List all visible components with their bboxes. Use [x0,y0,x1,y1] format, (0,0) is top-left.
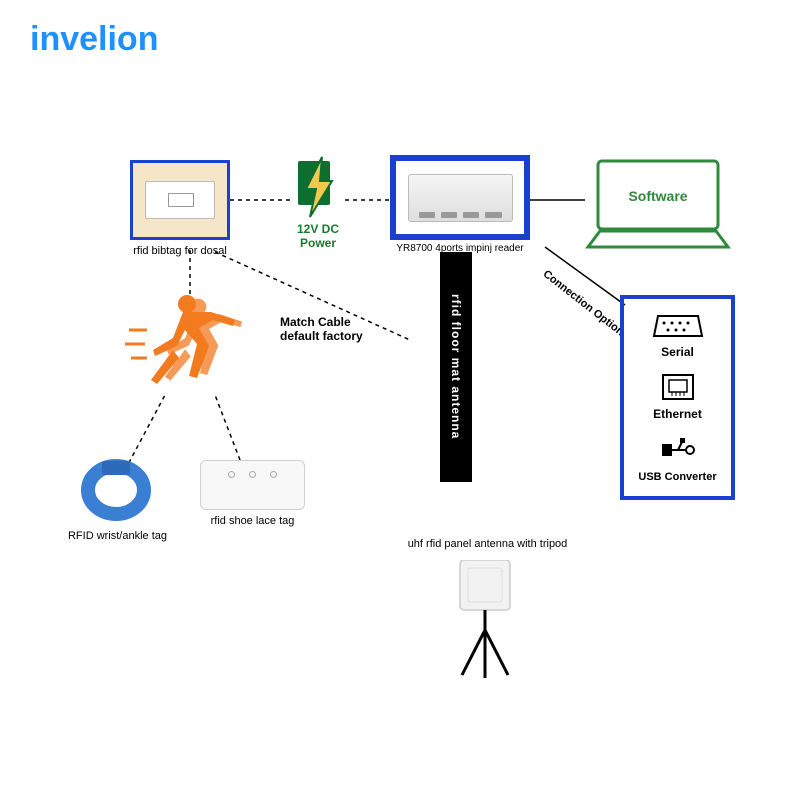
shoe-tag [200,460,305,510]
software-text: Software [628,188,687,204]
wrist-label: RFID wrist/ankle tag [60,530,175,542]
ethernet-icon [660,372,696,402]
floor-mat-antenna: rfid floor mat antenna [440,252,472,482]
match-cable-label: Match Cable default factory [280,315,390,343]
connection-option-label: Connection Option [541,268,626,338]
serial-icon [652,312,704,340]
brand-logo: invelion [30,20,158,59]
mat-label: rfid floor mat antenna [449,294,463,439]
power-label: 12V DC Power [283,222,353,250]
ethernet-label: Ethernet [653,407,702,421]
usb-label: USB Converter [638,471,716,483]
bibtag-box [130,160,230,240]
runners-icon [125,290,260,400]
reader-box [390,155,530,240]
panel-antenna [450,560,520,680]
serial-label: Serial [652,345,704,359]
software-laptop: Software [580,155,735,255]
usb-icon [658,434,698,466]
bibtag-label: rfid bibtag for dosal [120,245,240,257]
connection-box: Serial Ethernet USB Converter [620,295,735,500]
wrist-tag [80,455,155,525]
shoe-label: rfid shoe lace tag [200,515,305,527]
panel-label: uhf rfid panel antenna with tripod [400,538,575,550]
brand-text: invelion [30,20,158,58]
power-icon [290,155,345,220]
